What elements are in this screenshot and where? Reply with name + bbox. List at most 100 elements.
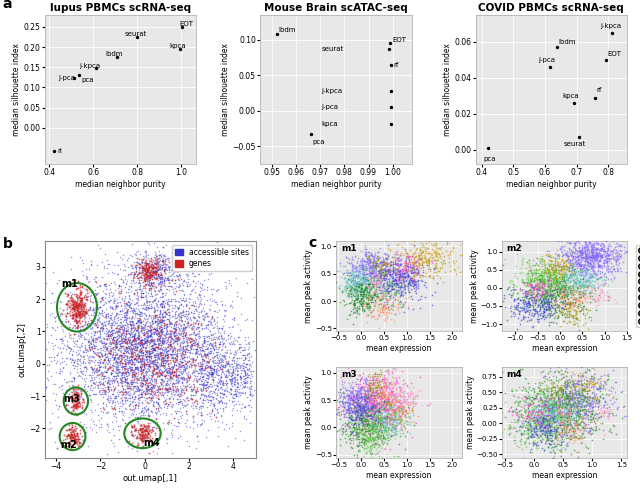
Point <box>350 430 360 438</box>
Point <box>557 403 567 411</box>
Point <box>520 374 530 382</box>
Point <box>89 313 99 321</box>
Point <box>529 396 539 403</box>
Point <box>588 253 598 261</box>
Point <box>381 287 392 295</box>
Point <box>365 261 376 269</box>
Point <box>369 423 380 430</box>
Point <box>345 423 355 431</box>
Point <box>360 411 370 419</box>
Point <box>350 288 360 296</box>
Point <box>383 266 393 274</box>
Point <box>424 253 435 261</box>
Point <box>553 237 563 245</box>
Point <box>379 301 389 309</box>
Point <box>179 363 189 371</box>
Point <box>540 402 550 410</box>
Point <box>555 307 565 315</box>
Point <box>372 408 383 416</box>
Point <box>116 369 126 377</box>
Point <box>358 402 369 410</box>
Point <box>118 266 128 274</box>
Point <box>558 381 568 389</box>
Point <box>128 371 138 379</box>
Point <box>564 398 575 406</box>
Point <box>76 290 86 298</box>
Point <box>188 424 198 432</box>
Point <box>127 352 138 360</box>
Point <box>235 381 245 389</box>
Point <box>359 306 369 314</box>
Point <box>120 280 131 288</box>
Point <box>158 346 168 354</box>
Point <box>390 396 401 403</box>
Point <box>360 394 370 402</box>
Text: c: c <box>308 237 317 250</box>
Point <box>364 406 374 414</box>
Point <box>414 260 424 268</box>
Point <box>218 356 228 364</box>
Point <box>562 421 572 429</box>
Point <box>153 319 163 327</box>
Point <box>599 401 609 409</box>
Point <box>355 411 365 419</box>
Point <box>141 270 151 277</box>
Point <box>364 399 374 406</box>
Point <box>148 375 159 383</box>
Point <box>172 331 182 338</box>
Point <box>203 332 213 340</box>
Point <box>88 353 99 361</box>
Point <box>582 252 593 260</box>
Point <box>175 432 185 440</box>
Point <box>399 264 410 272</box>
Point <box>136 372 146 380</box>
Point <box>551 397 561 404</box>
Point <box>68 314 78 322</box>
Point <box>61 426 71 433</box>
Point <box>130 403 140 411</box>
Point <box>219 425 229 433</box>
Point <box>368 387 378 395</box>
Point <box>595 252 605 260</box>
Point <box>168 343 178 351</box>
Point <box>116 310 126 318</box>
Point <box>561 249 571 257</box>
Point <box>348 289 358 297</box>
Point <box>153 354 163 362</box>
Point <box>547 301 557 308</box>
Point <box>597 253 607 261</box>
Point <box>586 242 596 250</box>
Point <box>180 357 191 365</box>
Point <box>160 308 170 316</box>
Point <box>548 382 558 390</box>
Point <box>148 315 158 323</box>
Point <box>564 419 575 427</box>
Point <box>527 430 538 438</box>
Point <box>225 340 235 348</box>
Point <box>592 275 602 283</box>
Point <box>557 303 567 310</box>
Point <box>396 423 406 431</box>
Point <box>405 277 415 285</box>
Point <box>370 288 380 296</box>
Point <box>616 389 627 397</box>
Point <box>97 374 107 382</box>
Point <box>63 301 74 309</box>
Point <box>181 307 191 315</box>
Point <box>591 395 601 403</box>
Point <box>522 387 532 395</box>
Point <box>168 278 179 286</box>
Point <box>69 430 79 438</box>
Point <box>384 277 394 285</box>
Point <box>554 286 564 294</box>
Point <box>369 411 379 419</box>
Point <box>355 279 365 287</box>
Point <box>385 266 396 274</box>
Point <box>361 440 371 448</box>
Point <box>116 342 126 350</box>
Point <box>586 251 596 259</box>
Point <box>355 302 365 309</box>
Point <box>226 376 236 384</box>
Point <box>605 396 615 404</box>
Point <box>577 398 588 405</box>
